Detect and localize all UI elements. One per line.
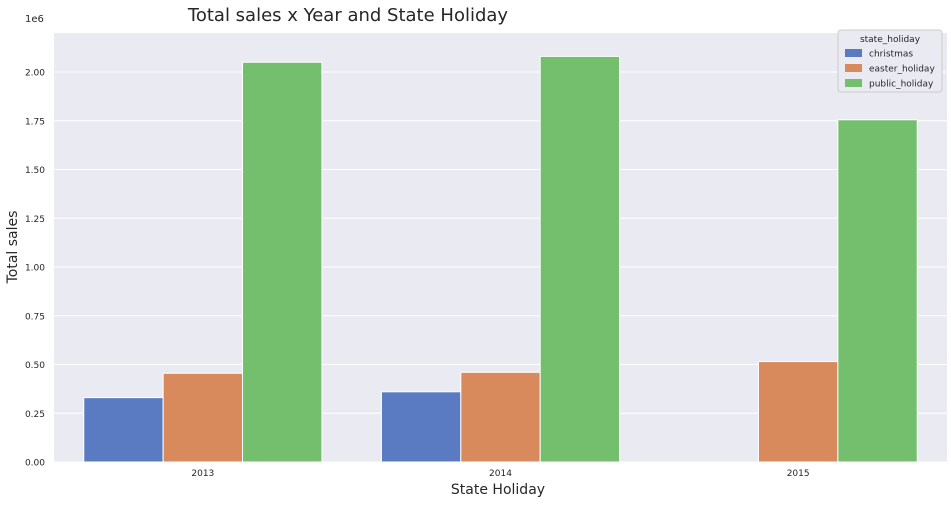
legend-label-christmas: christmas [869, 50, 913, 60]
y-tick-label: 0.25 [25, 410, 45, 420]
bar-easter_holiday-2013 [162, 372, 244, 463]
legend: state_holiday christmas easter_holidaypub… [837, 29, 943, 93]
legend-box [837, 29, 943, 93]
legend-label-public_holiday: public_holiday [869, 80, 934, 90]
x-axis-label: State Holiday [451, 482, 545, 498]
bar-christmas-2013 [83, 397, 164, 463]
y-tick-label: 1.75 [25, 117, 45, 127]
y-axis-label: Total sales [5, 211, 21, 285]
bar-christmas-2014 [380, 391, 462, 463]
x-tick-labels: 2013 2014 2015 [191, 469, 809, 479]
legend-swatch-christmas [845, 49, 862, 57]
legend-title: state_holiday [860, 35, 921, 45]
y-scale-label: 1e6 [25, 14, 44, 25]
y-tick-labels: 0.00 0.25 0.50 0.75 1.00 1.25 1.50 1.75 2.00 [25, 69, 45, 469]
x-tick-label: 2013 [191, 469, 214, 479]
bar-easter_holiday-2014 [460, 371, 541, 463]
legend-items: christmas easter_holiday public_holiday [845, 49, 935, 90]
y-tick-label: 1.25 [25, 215, 45, 225]
chart-title: Total sales x Year and State Holiday [187, 5, 509, 26]
x-tick-label: 2015 [787, 469, 810, 479]
y-tick-label: 2.00 [25, 69, 45, 79]
y-tick-label: 0.50 [25, 361, 45, 371]
legend-swatch-easter_holiday [845, 64, 862, 72]
legend-label-easter_holiday: easter_holiday [869, 65, 935, 75]
bar-easter_holiday-2015 [757, 361, 839, 463]
y-tick-label: 0.75 [25, 312, 45, 322]
x-tick-label: 2014 [489, 469, 512, 479]
bar-public_holiday-2013 [242, 61, 323, 463]
bars [83, 55, 918, 463]
legend-swatch-public_holiday [845, 79, 862, 87]
y-tick-label: 1.50 [25, 166, 45, 176]
y-tick-label: 0.00 [25, 459, 45, 469]
bar-public_holiday-2014 [539, 55, 621, 463]
bar-public_holiday-2015 [837, 119, 918, 463]
y-tick-label: 1.00 [25, 264, 45, 274]
